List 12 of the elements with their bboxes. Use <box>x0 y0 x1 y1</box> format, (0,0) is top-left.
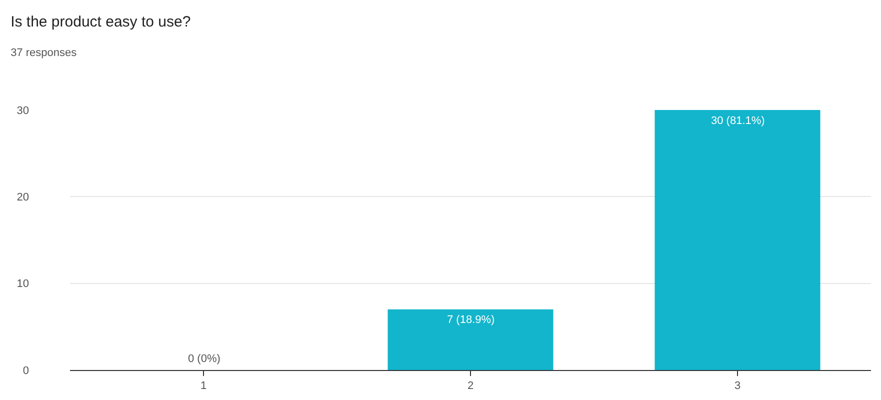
x-tick-label: 2 <box>467 380 474 392</box>
chart-subtitle: 37 responses <box>10 46 78 59</box>
data-label: 0 (0%) <box>188 353 220 365</box>
chart-title: Is the product easy to use? <box>10 14 191 30</box>
y-tick-label: 10 <box>16 278 29 290</box>
data-label: 7 (18.9%) <box>447 314 495 326</box>
data-label: 30 (81.1%) <box>711 115 765 127</box>
x-tick-label: 3 <box>734 380 741 392</box>
y-tick-label: 30 <box>16 104 29 117</box>
y-tick-label: 20 <box>16 192 29 204</box>
y-tick-label: 0 <box>22 364 29 377</box>
x-tick-label: 1 <box>200 380 207 392</box>
